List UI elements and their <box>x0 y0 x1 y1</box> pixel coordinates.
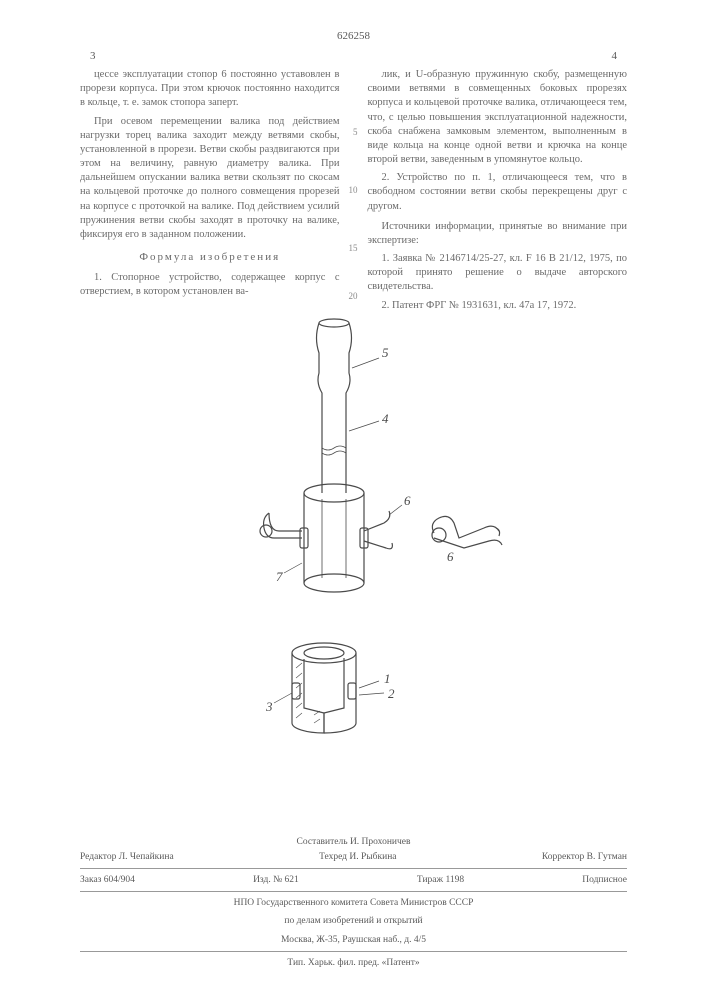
left-p1: цессе эксплуатации стопор 6 постоянно ус… <box>80 68 340 111</box>
fig-label-1: 1 <box>384 671 391 686</box>
line-num-15: 15 <box>349 242 358 254</box>
line-num-5: 5 <box>353 126 358 138</box>
fig-label-7: 7 <box>276 569 283 584</box>
doc-number: 626258 <box>0 0 707 50</box>
subscription: Подписное <box>582 873 627 887</box>
line-num-10: 10 <box>349 184 358 196</box>
line-num-20: 20 <box>349 290 358 302</box>
page-numbers: 3 4 <box>0 50 707 62</box>
fig-label-6: 6 <box>404 493 411 508</box>
order-no: Заказ 604/904 <box>80 873 135 887</box>
corrector: Корректор В. Гутман <box>542 850 627 864</box>
fig-label-6b: 6 <box>447 549 454 564</box>
fig-label-4: 4 <box>382 411 389 426</box>
fig-label-5: 5 <box>382 345 389 360</box>
left-p3: 1. Стопорное устройство, содержащее корп… <box>80 271 340 299</box>
technical-drawing: 5 4 6 7 3 1 2 6 <box>174 313 534 773</box>
right-p1: лик, и U-образную пружинную скобу, разме… <box>368 68 628 167</box>
footer: Составитель И. Прохоничев Редактор Л. Че… <box>0 831 707 970</box>
editor: Редактор Л. Чепайкина <box>80 850 174 864</box>
source-2: 2. Патент ФРГ № 1931631, кл. 47а 17, 197… <box>368 299 628 313</box>
techred: Техред И. Рыбкина <box>319 850 396 864</box>
page-left: 3 <box>90 50 96 62</box>
formula-title: Формула изобретения <box>80 250 340 265</box>
left-p2: При осевом перемещении валика под действ… <box>80 115 340 243</box>
org-line1: НПО Государственного комитета Совета Мин… <box>80 896 627 910</box>
fig-label-2: 2 <box>388 686 395 701</box>
org-line2: по делам изобретений и открытий <box>80 914 627 928</box>
left-column: цессе эксплуатации стопор 6 постоянно ус… <box>80 68 340 298</box>
pub-no: Изд. № 621 <box>253 873 299 887</box>
right-p2: 2. Устройство по п. 1, отличающееся тем,… <box>368 171 628 214</box>
source-1: 1. Заявка № 2146714/25-27, кл. F 16 B 21… <box>368 252 628 295</box>
fig-label-3: 3 <box>265 699 273 714</box>
figure-area: 5 4 6 7 3 1 2 6 <box>0 313 707 773</box>
sources-title: Источники информации, принятые во вниман… <box>368 220 628 248</box>
tirage: Тираж 1198 <box>417 873 464 887</box>
printer: Тип. Харьк. фил. пред. «Патент» <box>80 956 627 970</box>
right-column: лик, и U-образную пружинную скобу, разме… <box>368 68 628 298</box>
text-columns: цессе эксплуатации стопор 6 постоянно ус… <box>0 68 707 298</box>
page-right: 4 <box>612 50 618 62</box>
compiler: Составитель И. Прохоничев <box>80 835 627 849</box>
address: Москва, Ж-35, Раушская наб., д. 4/5 <box>80 933 627 947</box>
